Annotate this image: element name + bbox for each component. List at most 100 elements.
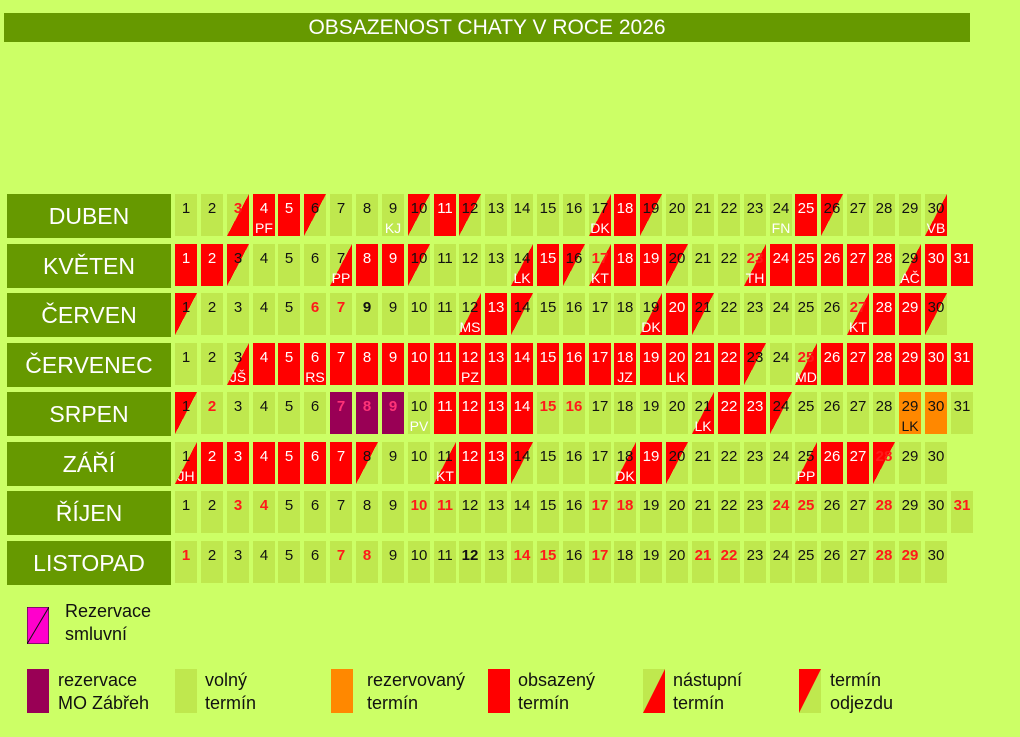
day-cell[interactable]: 19: [640, 194, 662, 236]
day-cell[interactable]: 12: [459, 194, 481, 236]
day-cell[interactable]: 26: [821, 442, 843, 484]
day-cell[interactable]: 14: [511, 343, 533, 385]
day-cell[interactable]: 6 RS: [304, 343, 326, 385]
day-cell[interactable]: 17 KT: [589, 244, 611, 286]
day-cell[interactable]: 22: [718, 541, 740, 583]
day-cell[interactable]: 15: [537, 194, 559, 236]
day-cell[interactable]: 10 PV: [408, 392, 430, 434]
day-cell[interactable]: 7: [330, 392, 352, 434]
day-cell[interactable]: 5: [278, 194, 300, 236]
day-cell[interactable]: 12: [459, 244, 481, 286]
day-cell[interactable]: 27: [847, 194, 869, 236]
day-cell[interactable]: 13: [485, 244, 507, 286]
day-cell[interactable]: 24: [770, 491, 792, 533]
day-cell[interactable]: 21: [692, 293, 714, 335]
day-cell[interactable]: 29: [899, 343, 921, 385]
day-cell[interactable]: 28: [873, 392, 895, 434]
day-cell[interactable]: 24 FN: [770, 194, 792, 236]
day-cell[interactable]: 7: [330, 293, 352, 335]
day-cell[interactable]: 26: [821, 392, 843, 434]
day-cell[interactable]: 4: [253, 244, 275, 286]
day-cell[interactable]: 1: [175, 541, 197, 583]
day-cell[interactable]: 10: [408, 491, 430, 533]
day-cell[interactable]: 18 DK: [614, 442, 636, 484]
day-cell[interactable]: 22: [718, 293, 740, 335]
day-cell[interactable]: 9: [382, 343, 404, 385]
day-cell[interactable]: 27: [847, 392, 869, 434]
day-cell[interactable]: 27: [847, 244, 869, 286]
day-cell[interactable]: 11 KT: [434, 442, 456, 484]
day-cell[interactable]: 10: [408, 244, 430, 286]
day-cell[interactable]: 14: [511, 491, 533, 533]
day-cell[interactable]: 19: [640, 392, 662, 434]
day-cell[interactable]: 4: [253, 343, 275, 385]
day-cell[interactable]: 5: [278, 442, 300, 484]
day-cell[interactable]: 15: [537, 541, 559, 583]
day-cell[interactable]: 20: [666, 244, 688, 286]
day-cell[interactable]: 20: [666, 194, 688, 236]
day-cell[interactable]: 3: [227, 392, 249, 434]
day-cell[interactable]: 23 TH: [744, 244, 766, 286]
day-cell[interactable]: 6: [304, 541, 326, 583]
day-cell[interactable]: 20: [666, 293, 688, 335]
day-cell[interactable]: 2: [201, 491, 223, 533]
day-cell[interactable]: 17 DK: [589, 194, 611, 236]
day-cell[interactable]: 3: [227, 491, 249, 533]
day-cell[interactable]: 11: [434, 343, 456, 385]
day-cell[interactable]: 9 KJ: [382, 194, 404, 236]
day-cell[interactable]: 18 JZ: [614, 343, 636, 385]
day-cell[interactable]: 22: [718, 194, 740, 236]
day-cell[interactable]: 29: [899, 293, 921, 335]
day-cell[interactable]: 16: [563, 293, 585, 335]
day-cell[interactable]: 13: [485, 541, 507, 583]
day-cell[interactable]: 10: [408, 541, 430, 583]
day-cell[interactable]: 26: [821, 343, 843, 385]
day-cell[interactable]: 11: [434, 491, 456, 533]
day-cell[interactable]: 11: [434, 244, 456, 286]
day-cell[interactable]: 2: [201, 343, 223, 385]
day-cell[interactable]: 7: [330, 194, 352, 236]
day-cell[interactable]: 9: [382, 392, 404, 434]
day-cell[interactable]: 23: [744, 343, 766, 385]
day-cell[interactable]: 15: [537, 392, 559, 434]
day-cell[interactable]: 9: [382, 293, 404, 335]
day-cell[interactable]: 1: [175, 392, 197, 434]
day-cell[interactable]: 22: [718, 442, 740, 484]
day-cell[interactable]: 2: [201, 541, 223, 583]
day-cell[interactable]: 28: [873, 491, 895, 533]
day-cell[interactable]: 4: [253, 541, 275, 583]
day-cell[interactable]: 26: [821, 244, 843, 286]
day-cell[interactable]: 17: [589, 442, 611, 484]
day-cell[interactable]: 26: [821, 194, 843, 236]
day-cell[interactable]: 6: [304, 392, 326, 434]
day-cell[interactable]: 21: [692, 541, 714, 583]
day-cell[interactable]: 27: [847, 442, 869, 484]
day-cell[interactable]: 3: [227, 293, 249, 335]
day-cell[interactable]: 20 LK: [666, 343, 688, 385]
day-cell[interactable]: 11: [434, 194, 456, 236]
day-cell[interactable]: 16: [563, 541, 585, 583]
day-cell[interactable]: 3 JŠ: [227, 343, 249, 385]
day-cell[interactable]: 9: [382, 442, 404, 484]
day-cell[interactable]: 7: [330, 343, 352, 385]
day-cell[interactable]: 1: [175, 293, 197, 335]
day-cell[interactable]: 17: [589, 343, 611, 385]
day-cell[interactable]: 2: [201, 194, 223, 236]
day-cell[interactable]: 14: [511, 442, 533, 484]
day-cell[interactable]: 11: [434, 293, 456, 335]
day-cell[interactable]: 17: [589, 392, 611, 434]
day-cell[interactable]: 3: [227, 244, 249, 286]
day-cell[interactable]: 13: [485, 194, 507, 236]
day-cell[interactable]: 9: [356, 293, 378, 335]
day-cell[interactable]: 5: [278, 541, 300, 583]
day-cell[interactable]: 18: [614, 293, 636, 335]
day-cell[interactable]: 6: [304, 293, 326, 335]
day-cell[interactable]: 10: [408, 442, 430, 484]
day-cell[interactable]: 21: [692, 343, 714, 385]
day-cell[interactable]: 27 KT: [847, 293, 869, 335]
day-cell[interactable]: 10: [408, 343, 430, 385]
day-cell[interactable]: 16: [563, 491, 585, 533]
day-cell[interactable]: 6: [304, 194, 326, 236]
day-cell[interactable]: 19: [640, 343, 662, 385]
day-cell[interactable]: 1: [175, 491, 197, 533]
